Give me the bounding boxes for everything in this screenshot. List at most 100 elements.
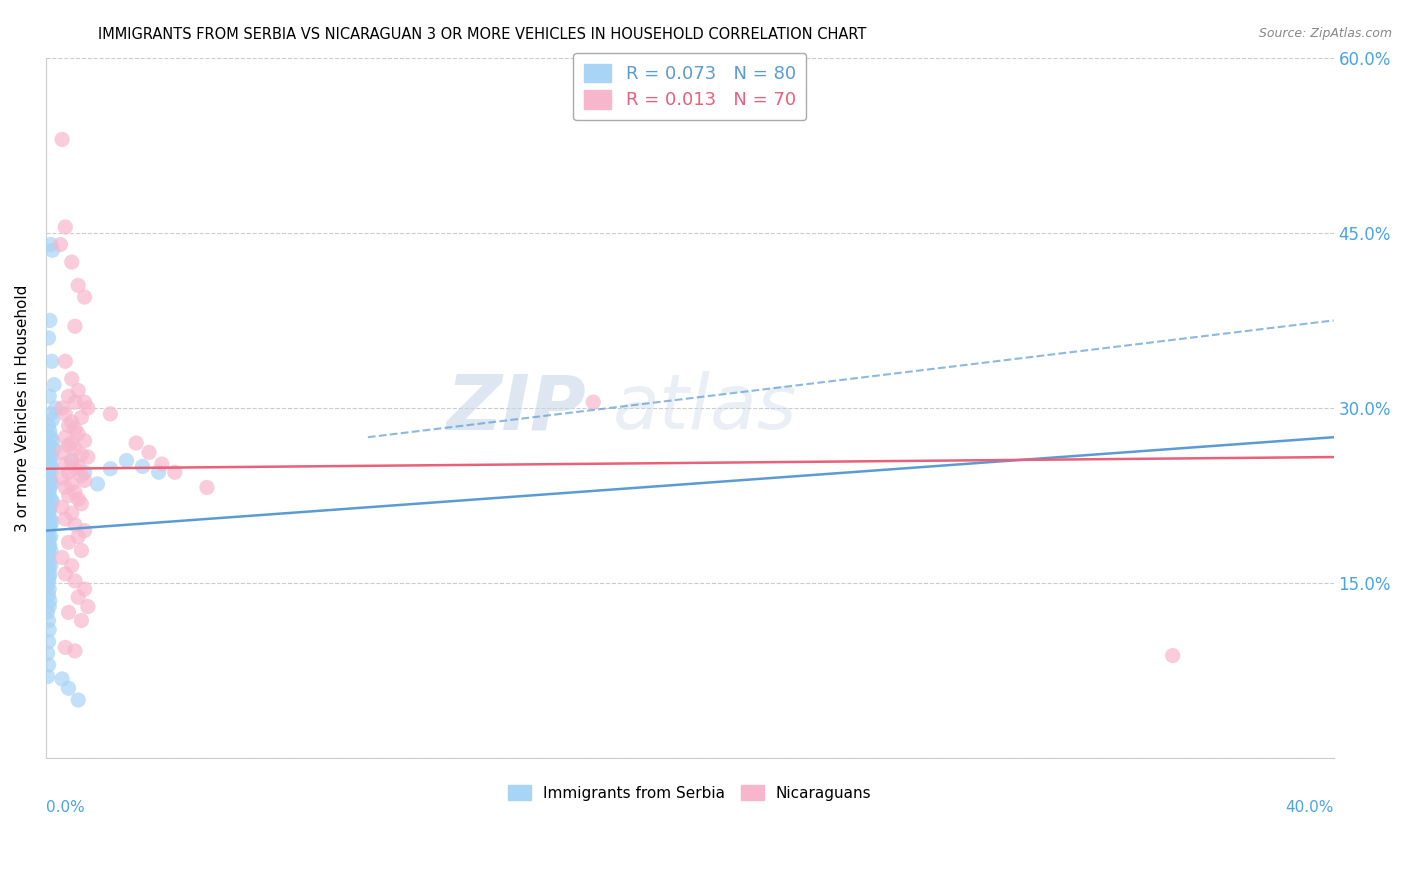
Point xyxy=(60,453,83,467)
Point xyxy=(73,474,96,488)
Point xyxy=(38,331,60,345)
Y-axis label: 3 or more Vehicles in Household: 3 or more Vehicles in Household xyxy=(15,285,30,532)
Point xyxy=(41,434,63,448)
Point xyxy=(76,599,98,614)
Point xyxy=(38,524,60,538)
Point xyxy=(49,237,72,252)
Point xyxy=(41,494,63,508)
Point xyxy=(60,415,83,429)
Point xyxy=(38,471,60,485)
Point xyxy=(73,395,96,409)
Point xyxy=(38,517,60,532)
Point xyxy=(38,541,60,556)
Point xyxy=(76,401,98,415)
Point xyxy=(70,543,93,558)
Point xyxy=(138,445,160,459)
Point xyxy=(41,450,63,464)
Point xyxy=(53,457,76,471)
Point xyxy=(38,445,60,459)
Point xyxy=(53,480,76,494)
Point xyxy=(53,219,76,234)
Point xyxy=(582,395,605,409)
Point xyxy=(38,500,60,515)
Point xyxy=(39,407,62,421)
Point xyxy=(67,459,90,474)
Point xyxy=(38,389,60,403)
Point xyxy=(39,430,62,444)
Text: 0.0%: 0.0% xyxy=(46,800,84,815)
Point xyxy=(37,578,59,592)
Point xyxy=(70,614,93,628)
Point xyxy=(39,237,62,252)
Point xyxy=(73,290,96,304)
Point xyxy=(53,512,76,526)
Point xyxy=(39,529,62,543)
Point xyxy=(53,430,76,444)
Point xyxy=(38,599,60,614)
Point xyxy=(1161,648,1184,663)
Point xyxy=(41,413,63,427)
Point xyxy=(125,436,148,450)
Text: 40.0%: 40.0% xyxy=(1285,800,1334,815)
Legend: Immigrants from Serbia, Nicaraguans: Immigrants from Serbia, Nicaraguans xyxy=(502,779,877,806)
Point xyxy=(38,497,60,511)
Point xyxy=(53,640,76,655)
Point xyxy=(58,489,80,503)
Point xyxy=(37,606,59,620)
Point xyxy=(53,354,76,368)
Point xyxy=(39,558,62,573)
Point xyxy=(60,506,83,520)
Text: ZIP: ZIP xyxy=(447,371,586,445)
Point xyxy=(63,422,86,436)
Point xyxy=(37,527,59,541)
Point xyxy=(73,465,96,479)
Point xyxy=(58,606,80,620)
Point xyxy=(63,574,86,588)
Point xyxy=(39,459,62,474)
Point xyxy=(60,477,83,491)
Point xyxy=(42,442,65,456)
Point xyxy=(42,377,65,392)
Point xyxy=(58,681,80,696)
Point xyxy=(39,492,62,507)
Point xyxy=(76,450,98,464)
Point xyxy=(38,532,60,546)
Point xyxy=(41,461,63,475)
Point xyxy=(51,132,73,146)
Point xyxy=(38,457,60,471)
Point xyxy=(53,407,76,421)
Point xyxy=(38,574,60,588)
Point xyxy=(38,593,60,607)
Point xyxy=(63,485,86,500)
Point xyxy=(39,543,62,558)
Point xyxy=(38,535,60,549)
Point xyxy=(60,372,83,386)
Point xyxy=(67,384,90,398)
Point xyxy=(53,566,76,581)
Point xyxy=(38,555,60,569)
Point xyxy=(58,465,80,479)
Point xyxy=(58,535,80,549)
Point xyxy=(38,634,60,648)
Point xyxy=(38,562,60,576)
Point xyxy=(63,442,86,456)
Text: IMMIGRANTS FROM SERBIA VS NICARAGUAN 3 OR MORE VEHICLES IN HOUSEHOLD CORRELATION: IMMIGRANTS FROM SERBIA VS NICARAGUAN 3 O… xyxy=(98,27,866,42)
Point xyxy=(51,500,73,515)
Point xyxy=(67,591,90,605)
Point xyxy=(60,436,83,450)
Point xyxy=(148,465,170,479)
Point xyxy=(51,471,73,485)
Point xyxy=(60,558,83,573)
Point xyxy=(38,657,60,672)
Point xyxy=(45,401,67,415)
Point xyxy=(63,517,86,532)
Point xyxy=(58,438,80,452)
Point xyxy=(67,426,90,441)
Point xyxy=(60,255,83,269)
Point xyxy=(39,474,62,488)
Point xyxy=(67,529,90,543)
Point xyxy=(86,477,108,491)
Point xyxy=(63,461,86,475)
Point xyxy=(70,410,93,425)
Point xyxy=(38,425,60,439)
